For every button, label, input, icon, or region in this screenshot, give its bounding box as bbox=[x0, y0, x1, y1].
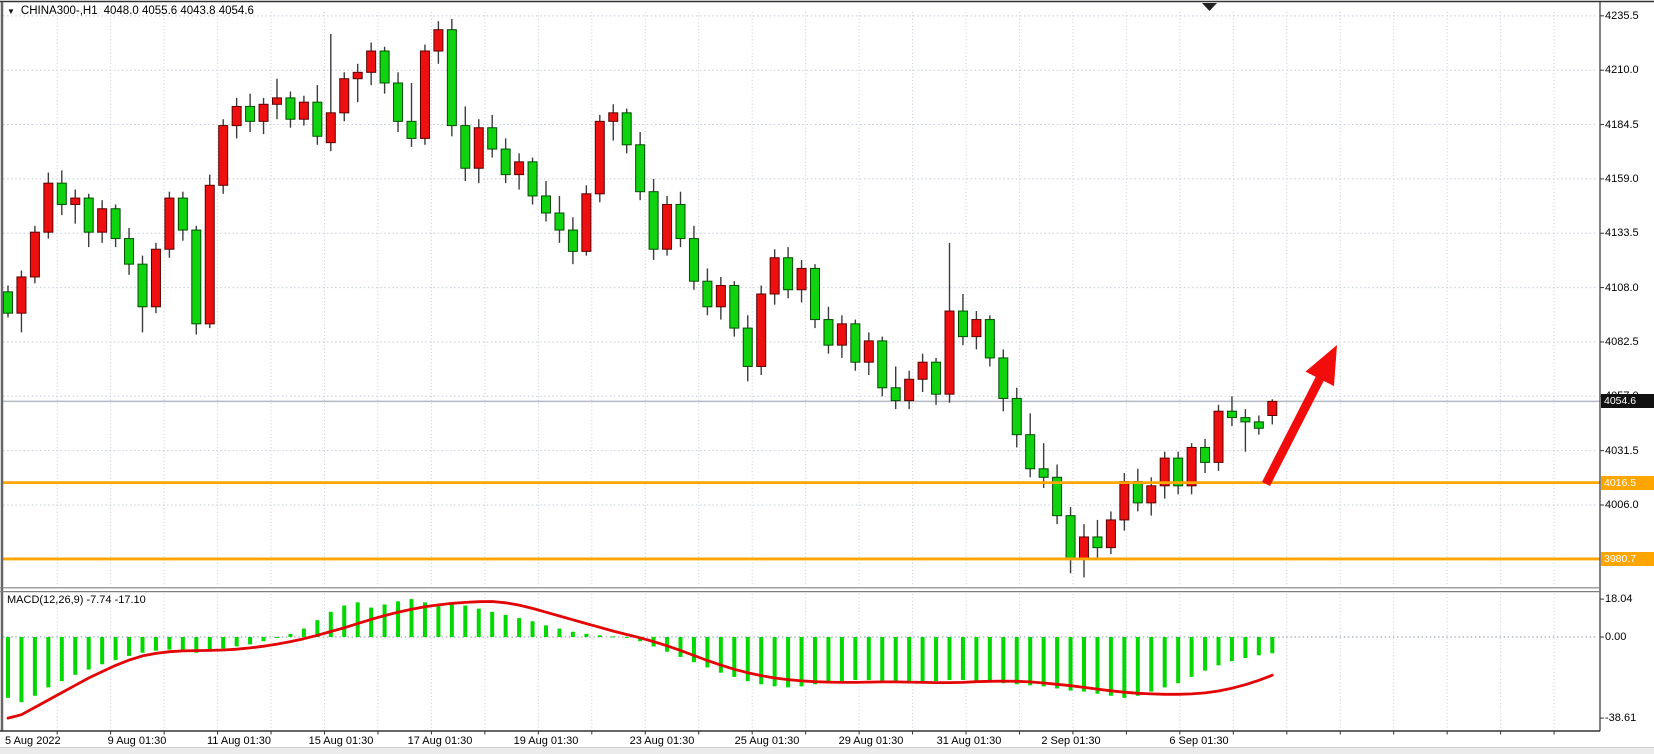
price-axis-label: 4159.0 bbox=[1605, 172, 1639, 185]
time-axis-label: 9 Aug 01:30 bbox=[107, 735, 167, 747]
price-axis-label: 4006.0 bbox=[1605, 499, 1639, 511]
symbol-period-label: CHINA300-,H1 bbox=[20, 5, 98, 17]
macd-axis-label: -38.61 bbox=[1605, 712, 1637, 725]
time-axis-label: 31 Aug 01:30 bbox=[936, 735, 1002, 747]
price-axis-label: 4210.0 bbox=[1605, 64, 1639, 77]
chart-title-bar: ▼ CHINA300-,H1 4048.0 4055.6 4043.8 4054… bbox=[7, 5, 254, 17]
macd-signal-line bbox=[6, 600, 1274, 720]
time-axis-label: 19 Aug 01:30 bbox=[513, 735, 579, 747]
chart-shift-triangle-icon[interactable] bbox=[1202, 3, 1217, 11]
time-axis-label: 17 Aug 01:30 bbox=[407, 735, 473, 747]
time-axis-label: 6 Sep 01:30 bbox=[1169, 735, 1229, 747]
macd-axis-label: 18.04 bbox=[1605, 593, 1633, 606]
price-badge: 4054.6 bbox=[1601, 394, 1654, 409]
macd-indicator-label: MACD(12,26,9) -7.74 -17.10 bbox=[7, 594, 146, 606]
time-axis-label: 23 Aug 01:30 bbox=[629, 735, 695, 747]
ohlc-values: 4048.0 4055.6 4043.8 4054.6 bbox=[103, 5, 254, 17]
time-axis-label: 25 Aug 01:30 bbox=[734, 735, 800, 747]
price-badge: 4016.5 bbox=[1601, 475, 1654, 490]
price-axis-label: 4133.5 bbox=[1605, 227, 1639, 240]
price-axis-label: 4184.5 bbox=[1605, 118, 1639, 131]
time-axis-label: 29 Aug 01:30 bbox=[838, 735, 904, 747]
price-axis-label: 4108.0 bbox=[1605, 281, 1639, 294]
time-axis-label: 2 Sep 01:30 bbox=[1041, 735, 1101, 747]
macd-axis-label: 0.00 bbox=[1605, 631, 1627, 643]
time-axis-label: 11 Aug 01:30 bbox=[206, 735, 272, 747]
price-axis-label: 4082.5 bbox=[1605, 335, 1639, 348]
chart-dropdown-icon[interactable]: ▼ bbox=[7, 6, 15, 16]
time-axis-label: 5 Aug 2022 bbox=[5, 735, 61, 747]
price-badge: 3980.7 bbox=[1601, 551, 1654, 566]
window-bottom-strip bbox=[0, 748, 1654, 754]
trend-arrow-annotation[interactable] bbox=[1261, 345, 1337, 487]
price-axis-label: 4031.5 bbox=[1605, 444, 1639, 457]
time-axis-label: 15 Aug 01:30 bbox=[308, 735, 374, 747]
candlestick-series bbox=[3, 19, 1278, 578]
price-axis-label: 4235.5 bbox=[1605, 9, 1639, 22]
